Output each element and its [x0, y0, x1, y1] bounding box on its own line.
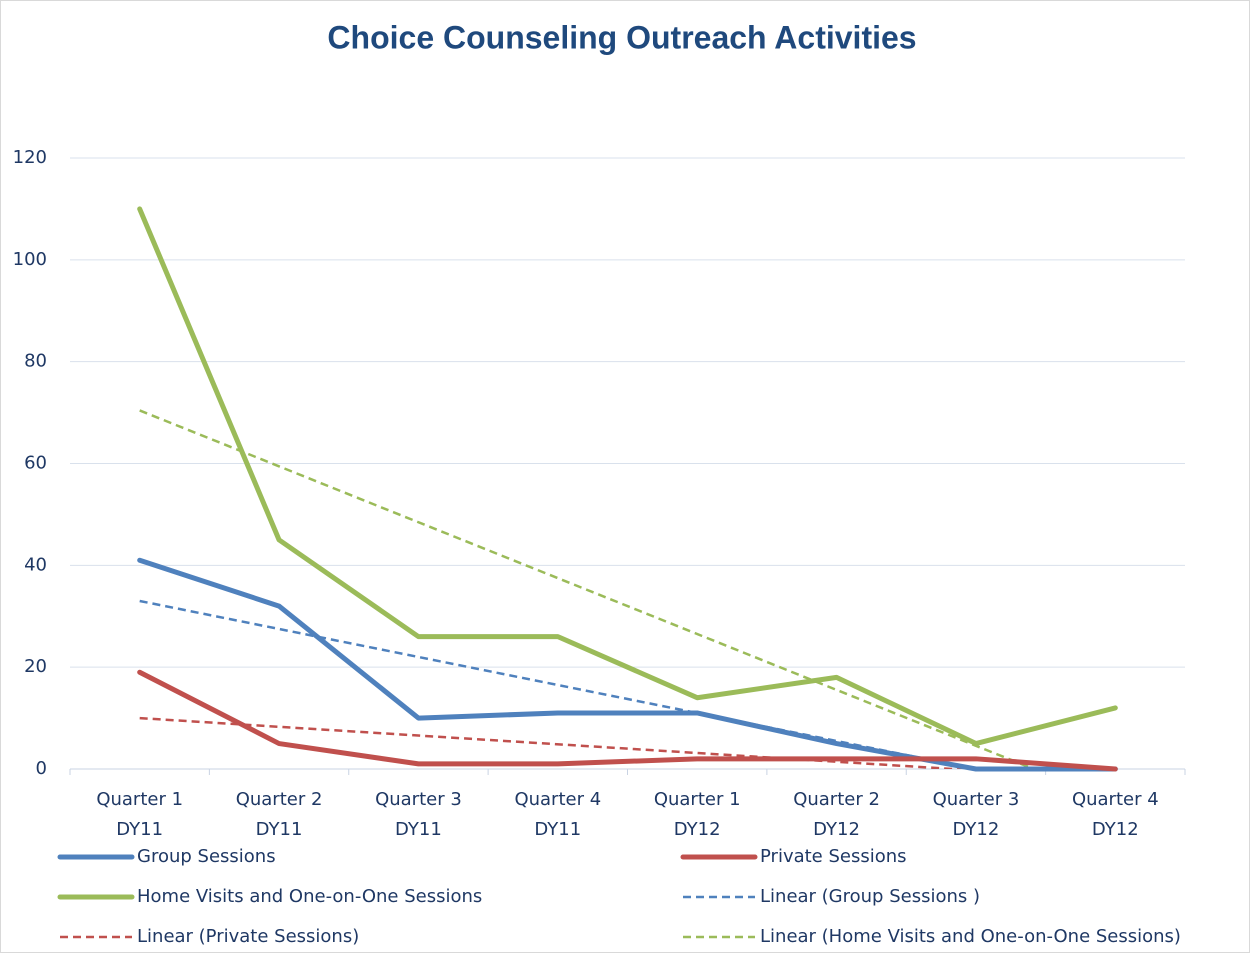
series-line: [137, 557, 1118, 772]
x-tick-label: DY12: [813, 819, 860, 840]
trend-line: [139, 716, 973, 769]
legend-label: Linear (Home Visits and One-on-One Sessi…: [760, 926, 1181, 947]
trend-lines: [139, 409, 1038, 769]
legend-label: Group Sessions: [137, 846, 276, 867]
x-tick-label: Quarter 2: [793, 789, 880, 810]
trend-line: [139, 599, 983, 769]
legend-label: Linear (Private Sessions): [137, 926, 359, 947]
legend-label: Home Visits and One-on-One Sessions: [137, 886, 482, 907]
x-tick-label: Quarter 1: [654, 789, 741, 810]
x-tick-label: DY11: [534, 819, 581, 840]
x-tick-label: Quarter 3: [375, 789, 462, 810]
series-line: [137, 669, 1118, 772]
x-tick-label: Quarter 2: [236, 789, 323, 810]
y-tick-label: 120: [13, 147, 47, 168]
x-tick-label: Quarter 1: [96, 789, 183, 810]
x-tick-label: DY12: [953, 819, 1000, 840]
chart-title: Choice Counseling Outreach Activities: [327, 19, 916, 55]
x-tick-label: DY11: [256, 819, 303, 840]
x-tick-label: Quarter 3: [933, 789, 1020, 810]
x-tick-label: DY12: [1092, 819, 1139, 840]
x-tick-label: Quarter 4: [1072, 789, 1159, 810]
y-tick-label: 60: [24, 453, 47, 474]
x-tick-label: DY12: [674, 819, 721, 840]
y-tick-label: 40: [24, 554, 47, 575]
x-tick-label: DY11: [395, 819, 442, 840]
y-tick-label: 100: [13, 249, 47, 270]
series-line: [137, 206, 1118, 747]
x-tick-label: DY11: [116, 819, 163, 840]
legend-label: Linear (Group Sessions ): [760, 886, 980, 907]
y-tick-label: 80: [24, 351, 47, 372]
y-tick-label: 20: [24, 656, 47, 677]
trend-line: [139, 409, 1038, 769]
legend-label: Private Sessions: [760, 846, 907, 867]
y-tick-label: 0: [36, 758, 47, 779]
x-tick-label: Quarter 4: [514, 789, 601, 810]
